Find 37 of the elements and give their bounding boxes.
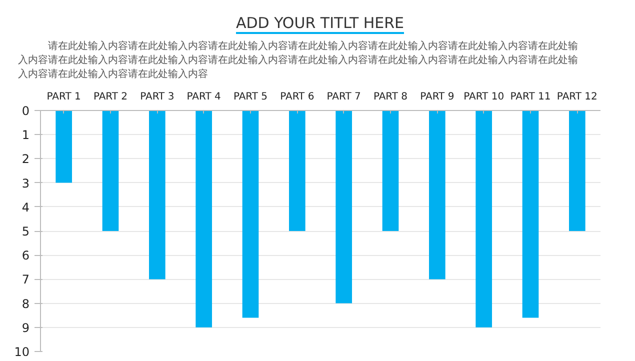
bar — [102, 110, 119, 231]
bar — [56, 110, 72, 183]
x-tick-label: PART 11 — [510, 92, 551, 102]
x-tick-label: PART 1 — [46, 92, 81, 102]
bar — [476, 110, 492, 328]
x-tick-label: PART 10 — [464, 92, 504, 102]
y-tick-label: 1 — [22, 128, 30, 142]
x-tick-label: PART 6 — [280, 92, 314, 102]
x-tick-label: PART 9 — [420, 92, 454, 102]
y-tick-label: 9 — [22, 320, 30, 335]
x-tick-label: PART 8 — [373, 92, 408, 102]
bar — [569, 110, 586, 231]
bar — [289, 110, 306, 231]
y-tick-label: 3 — [22, 176, 30, 190]
bar — [382, 110, 399, 231]
x-tick-label: PART 12 — [556, 92, 598, 102]
y-tick-label: 4 — [22, 200, 30, 214]
x-tick-label: PART 7 — [326, 92, 361, 102]
x-tick-label: PART 5 — [233, 92, 268, 102]
y-tick-label: 8 — [22, 296, 30, 311]
bar — [242, 110, 259, 318]
bar — [196, 110, 212, 328]
y-tick-label: 0 — [22, 104, 30, 118]
y-tick-label: 7 — [22, 272, 30, 287]
bar — [522, 110, 539, 318]
x-tick-label: PART 4 — [186, 92, 221, 102]
bar — [336, 110, 352, 304]
x-tick-label: PART 3 — [140, 92, 174, 102]
chart-subtitle: 请在此处输入内容请在此处输入内容请在此处输入内容请在此处输入内容请在此处输入内容请在此处输入内容请在此处输入内容请在此处输入内容请在此处输入内容请在此处输入内容请在此处输入内容请在此处输入内容请在此处输入内容请在此处输入内容请在此处输入内容请在此处输入内容 — [18, 40, 578, 82]
y-tick-label: 6 — [22, 248, 30, 263]
y-tick-label: 10 — [14, 345, 30, 359]
y-tick-label: 5 — [22, 224, 30, 238]
bar — [149, 110, 166, 280]
y-tick-label: 2 — [22, 152, 30, 166]
x-tick-label: PART 2 — [93, 92, 128, 102]
bar — [429, 110, 446, 280]
chart-title: ADD YOUR TITLT HERE — [236, 14, 404, 34]
